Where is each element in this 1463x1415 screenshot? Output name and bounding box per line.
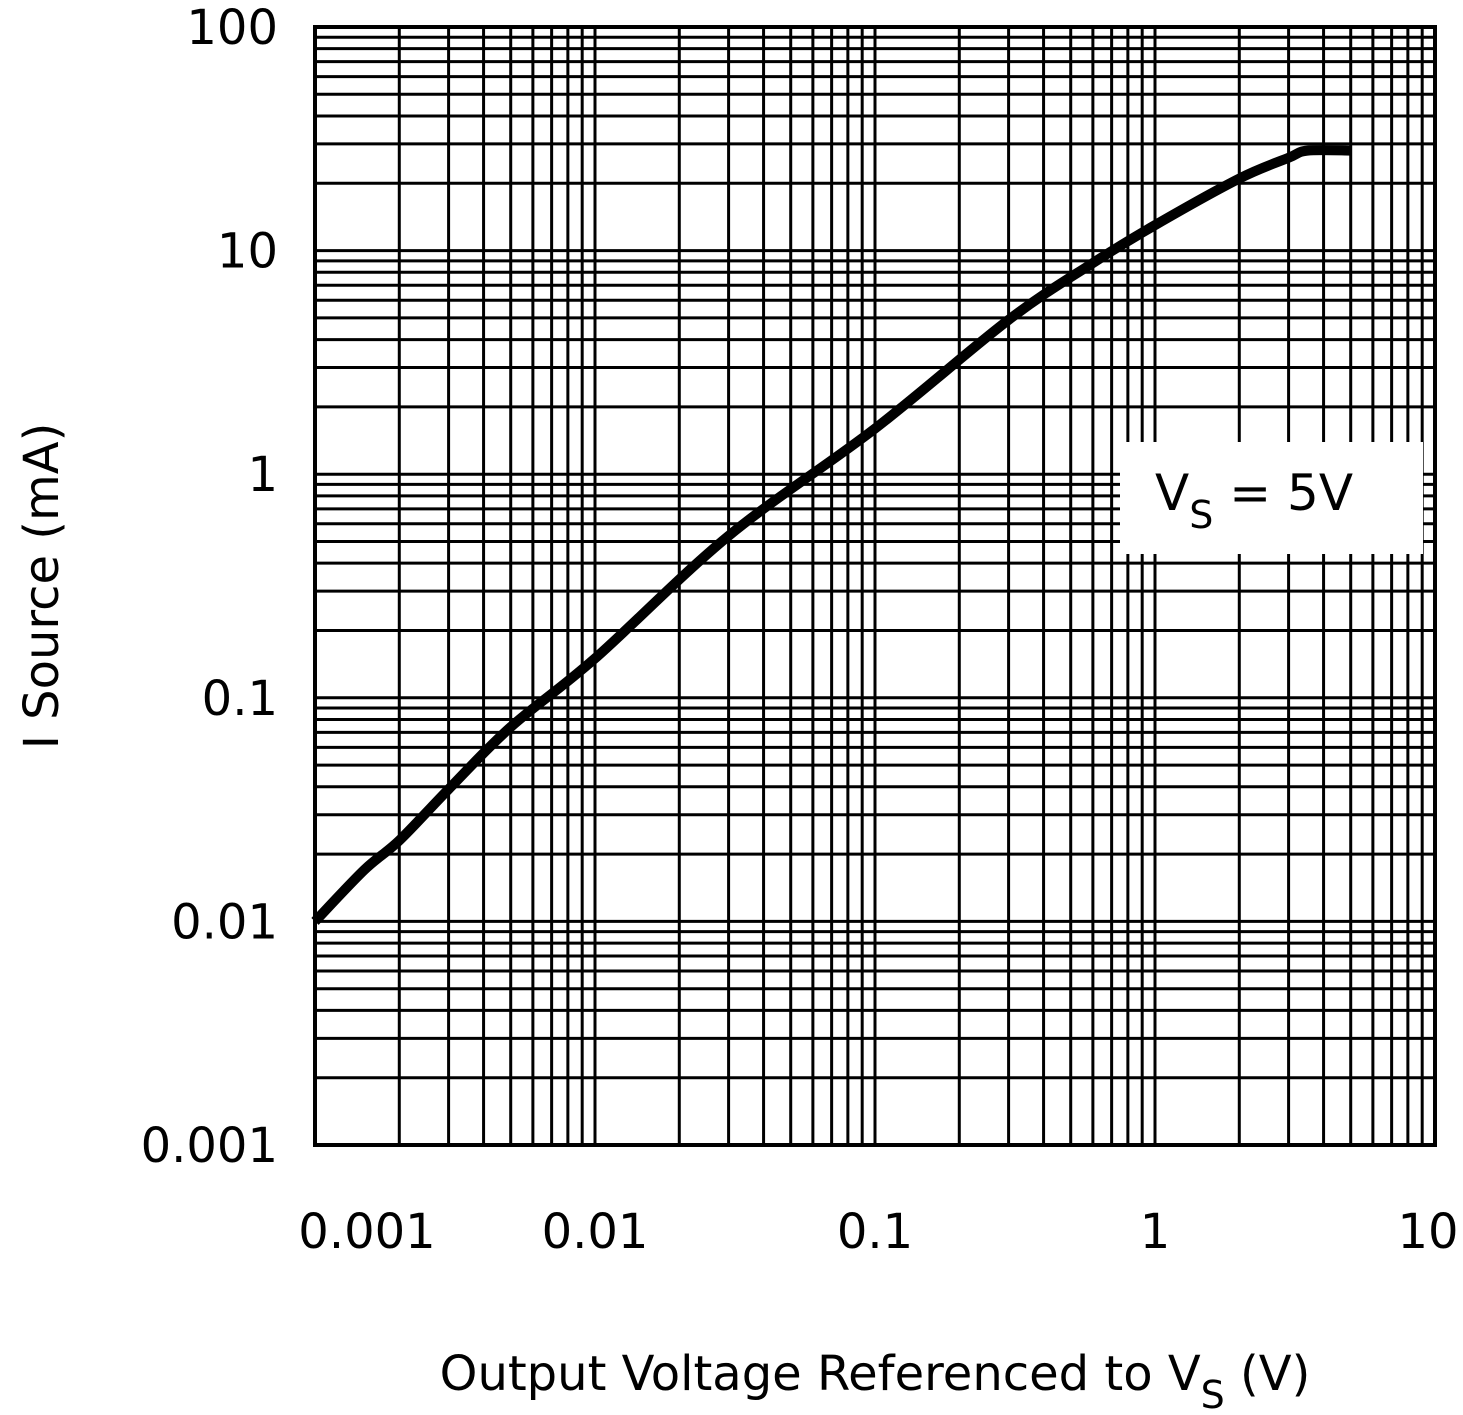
plot-frame	[313, 25, 1437, 1147]
x-tick-labels: 0.001 0.01 0.1 1 10	[298, 1204, 1458, 1260]
x-tick-label: 0.1	[837, 1204, 913, 1260]
y-tick-label: 1	[247, 447, 278, 503]
x-tick-label: 0.01	[542, 1204, 649, 1260]
grid	[313, 27, 1435, 1147]
series	[311, 145, 1351, 925]
y-tick-label: 10	[217, 224, 278, 280]
y-axis-label: I Source (mA)	[14, 423, 70, 750]
annotation-label: VS = 5V	[1155, 464, 1353, 537]
y-tick-label: 0.001	[141, 1118, 278, 1174]
y-tick-label: 0.1	[202, 671, 278, 727]
y-tick-label: 100	[186, 0, 278, 56]
x-tick-label: 1	[1140, 1204, 1171, 1260]
annotation-background	[1120, 442, 1423, 554]
x-tick-label: 0.001	[298, 1204, 435, 1260]
y-tick-label: 0.01	[171, 894, 278, 950]
x-axis-label: Output Voltage Referenced to VS (V)	[440, 1346, 1311, 1415]
series-line	[311, 145, 1351, 925]
y-tick-labels: 0.001 0.01 0.1 1 10 100	[141, 0, 278, 1174]
annotation-box: VS = 5V	[1120, 442, 1423, 554]
x-tick-label: 10	[1397, 1204, 1458, 1260]
